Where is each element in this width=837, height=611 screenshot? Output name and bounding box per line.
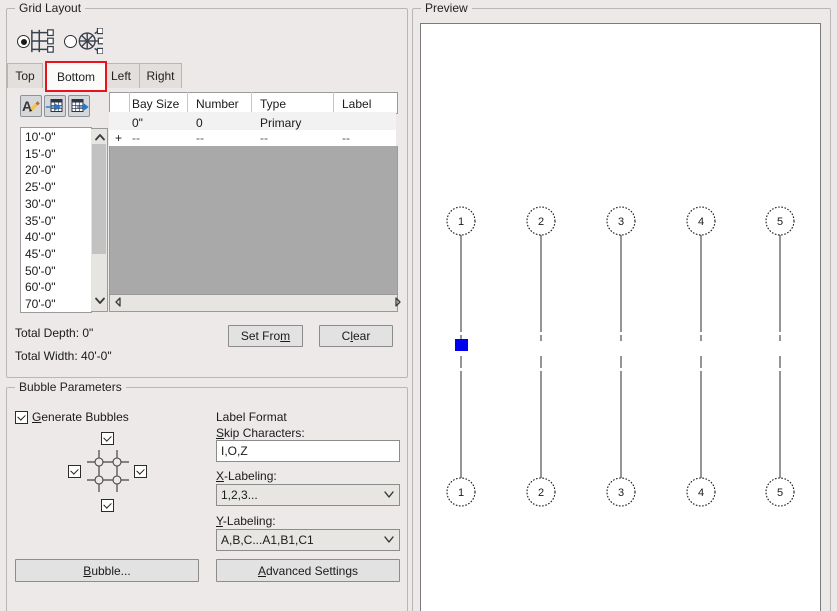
svg-text:4: 4: [698, 216, 704, 228]
svg-text:3: 3: [618, 216, 624, 228]
svg-text:A: A: [22, 98, 32, 114]
svg-text:1: 1: [458, 487, 464, 499]
svg-text:2: 2: [538, 216, 544, 228]
svg-text:1: 1: [458, 216, 464, 228]
svg-text:3: 3: [618, 487, 624, 499]
svg-text:5: 5: [777, 487, 783, 499]
svg-text:2: 2: [538, 487, 544, 499]
svg-text:5: 5: [777, 216, 783, 228]
svg-text:4: 4: [698, 487, 704, 499]
